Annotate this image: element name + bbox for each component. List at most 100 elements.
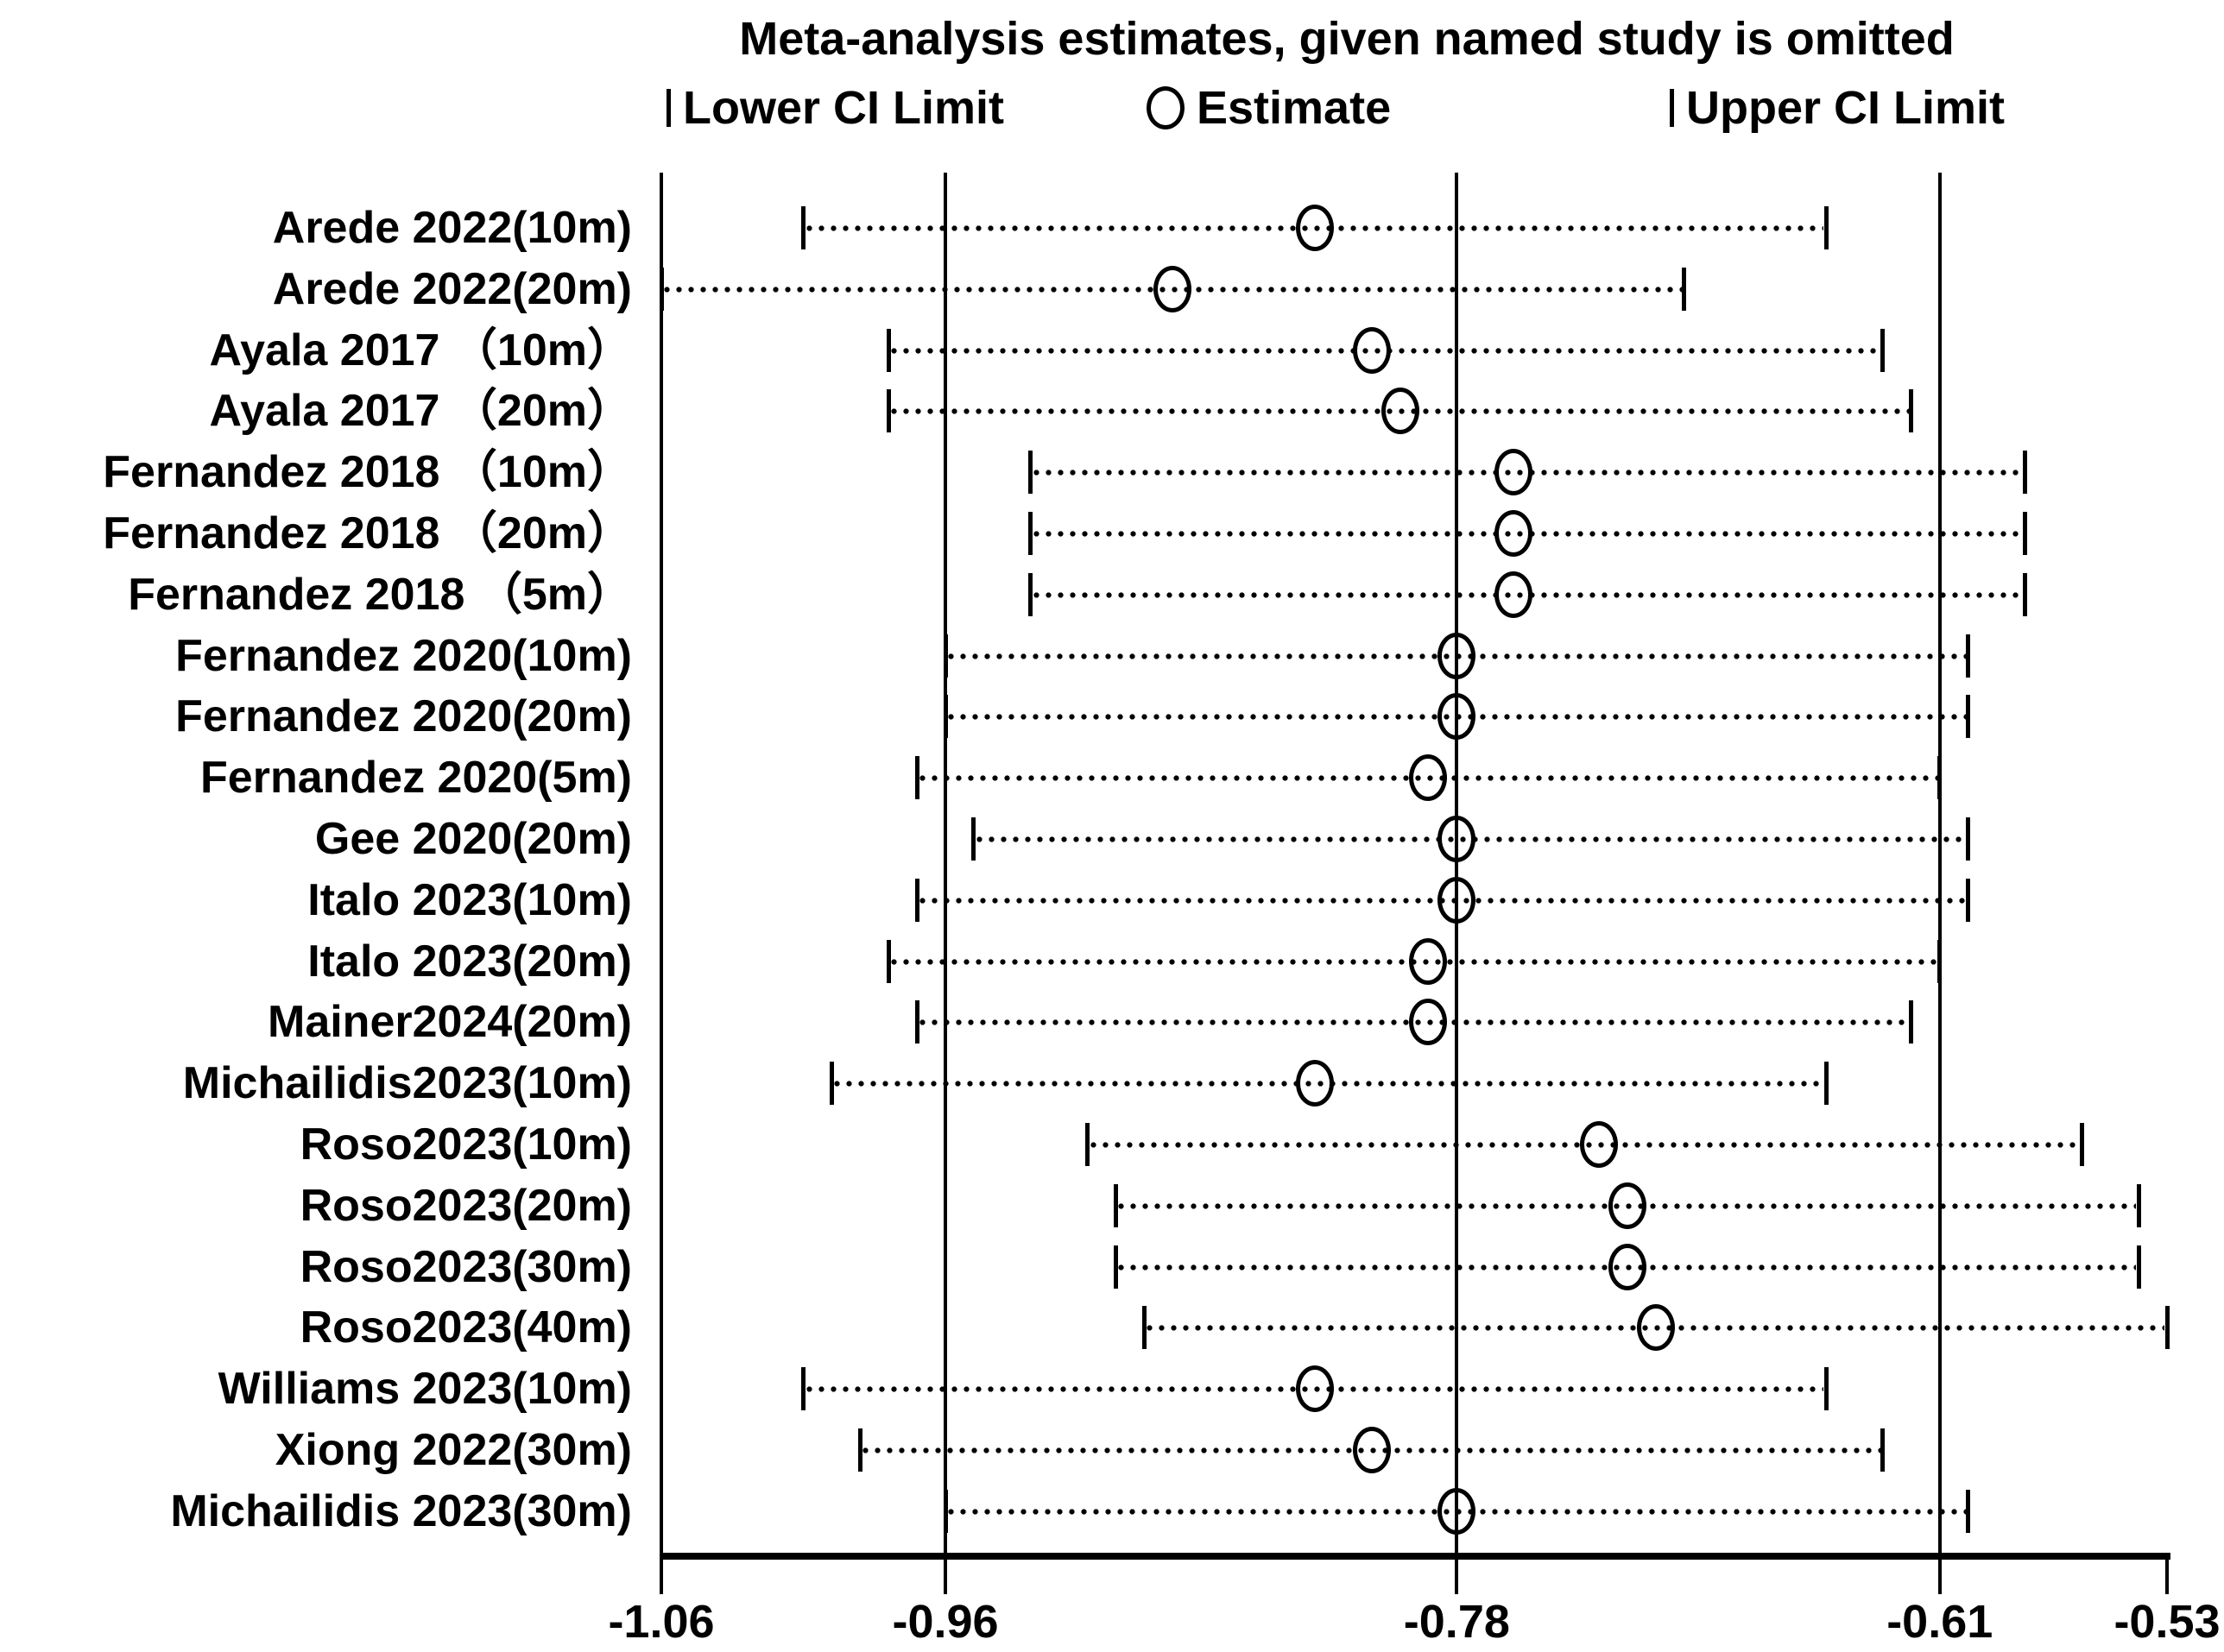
upper-ci-tick	[1682, 267, 1687, 311]
study-label: Xiong 2022(30m)	[275, 1425, 632, 1475]
upper-ci-tick-icon	[1670, 89, 1674, 127]
study-label: Roso2023(10m)	[300, 1119, 632, 1170]
x-axis-tick-label: -0.61	[1886, 1596, 1993, 1648]
lower-ci-tick	[886, 328, 891, 372]
study-label: Fernandez 2018 （20m）	[103, 508, 632, 558]
lower-ci-tick	[829, 1062, 834, 1106]
estimate-marker	[1494, 571, 1533, 618]
estimate-marker	[1494, 510, 1533, 557]
estimate-marker	[1608, 1243, 1646, 1290]
study-label: Williams 2023(10m)	[218, 1364, 632, 1415]
estimate-marker	[1437, 632, 1476, 679]
study-label: Roso2023(20m)	[300, 1180, 632, 1231]
lower-ci-tick-icon	[667, 89, 671, 127]
study-label: Arede 2022(10m)	[272, 203, 632, 253]
upper-ci-tick	[2022, 451, 2027, 495]
estimate-marker	[1295, 1365, 1334, 1413]
x-axis-tick-label: -0.53	[2113, 1596, 2221, 1648]
legend-lower-item: Lower CI Limit	[667, 81, 1004, 135]
lower-ci-tick	[1028, 572, 1033, 616]
x-axis-tick	[660, 1556, 663, 1594]
x-axis-line	[660, 1553, 2170, 1560]
study-label: Ayala 2017 （20m）	[209, 386, 632, 437]
study-label: Italo 2023(10m)	[307, 874, 632, 925]
study-label: Fernandez 2020(10m)	[175, 630, 632, 681]
lower-ci-tick	[914, 756, 919, 800]
legend-upper-label: Upper CI Limit	[1686, 82, 2006, 134]
upper-ci-tick	[2079, 1123, 2084, 1166]
upper-ci-tick	[1966, 817, 1971, 861]
upper-ci-tick	[1880, 1428, 1886, 1472]
estimate-circle-icon	[1147, 86, 1185, 129]
upper-ci-tick	[1937, 939, 1943, 983]
upper-ci-tick	[1823, 206, 1829, 249]
lower-ci-tick	[943, 634, 948, 678]
upper-ci-tick	[2136, 1183, 2141, 1227]
x-axis-tick	[1455, 1556, 1459, 1594]
estimate-marker	[1295, 1060, 1334, 1107]
legend-estimate-item: Estimate	[1147, 81, 1391, 135]
upper-ci-tick	[2136, 1245, 2141, 1289]
estimate-marker	[1437, 1487, 1476, 1535]
lower-ci-tick	[1028, 451, 1033, 495]
upper-ci-tick	[1966, 634, 1971, 678]
upper-ci-tick	[1937, 756, 1943, 800]
upper-ci-tick	[1909, 1000, 1914, 1044]
upper-ci-tick	[1966, 1489, 1971, 1533]
study-label: Mainer2024(20m)	[268, 997, 632, 1048]
x-axis-tick	[1937, 1556, 1942, 1594]
y-axis-line	[660, 173, 663, 1557]
estimate-marker	[1409, 999, 1448, 1046]
lower-ci-tick	[971, 817, 976, 861]
estimate-marker	[1437, 693, 1476, 741]
lower-ci-tick	[1028, 512, 1033, 555]
x-axis-tick-label: -1.06	[608, 1596, 715, 1648]
estimate-marker	[1153, 265, 1192, 312]
estimate-marker	[1437, 816, 1476, 862]
gridline	[1455, 173, 1459, 1557]
lower-ci-tick	[1141, 1306, 1147, 1350]
study-label: Ayala 2017 （10m）	[209, 325, 632, 375]
legend-upper-item: Upper CI Limit	[1670, 81, 2005, 135]
lower-ci-tick	[801, 1367, 806, 1411]
study-label: Michailidis2023(10m)	[182, 1058, 632, 1109]
lower-ci-tick	[886, 389, 891, 433]
estimate-marker	[1579, 1121, 1618, 1168]
gridline	[944, 173, 948, 1557]
estimate-marker	[1352, 326, 1391, 374]
study-label: Michailidis 2023(30m)	[170, 1485, 632, 1536]
upper-ci-tick	[2164, 1306, 2170, 1350]
estimate-marker	[1437, 876, 1476, 924]
upper-ci-tick	[2022, 512, 2027, 555]
upper-ci-tick	[1966, 878, 1971, 922]
upper-ci-tick	[1880, 328, 1886, 372]
x-axis-tick-label: -0.96	[892, 1596, 999, 1648]
upper-ci-tick	[2022, 572, 2027, 616]
upper-ci-tick	[1823, 1062, 1829, 1106]
study-label: Fernandez 2020(20m)	[175, 691, 632, 742]
chart-title: Meta-analysis estimates, given named stu…	[739, 13, 1955, 65]
study-label: Italo 2023(20m)	[307, 936, 632, 987]
x-axis-tick	[944, 1556, 948, 1594]
x-axis-tick-label: -0.78	[1403, 1596, 1510, 1648]
gridline	[1937, 173, 1942, 1557]
upper-ci-tick	[1909, 389, 1914, 433]
lower-ci-tick	[886, 939, 891, 983]
estimate-marker	[1409, 937, 1448, 985]
lower-ci-tick	[914, 878, 919, 922]
study-label: Fernandez 2018 （10m）	[103, 447, 632, 498]
lower-ci-tick	[1085, 1123, 1090, 1166]
upper-ci-tick	[1823, 1367, 1829, 1411]
study-label: Arede 2022(20m)	[272, 263, 632, 314]
study-label: Fernandez 2018 （5m）	[128, 569, 632, 620]
lower-ci-tick	[943, 1489, 948, 1533]
x-axis-tick	[2165, 1556, 2169, 1594]
lower-ci-tick	[801, 206, 806, 249]
study-label: Roso2023(30m)	[300, 1241, 632, 1292]
study-label: Roso2023(40m)	[300, 1302, 632, 1353]
estimate-marker	[1352, 1427, 1391, 1473]
chart-legend: Lower CI Limit Estimate Upper CI Limit	[665, 81, 2167, 135]
estimate-marker	[1494, 449, 1533, 496]
estimate-marker	[1295, 205, 1334, 251]
